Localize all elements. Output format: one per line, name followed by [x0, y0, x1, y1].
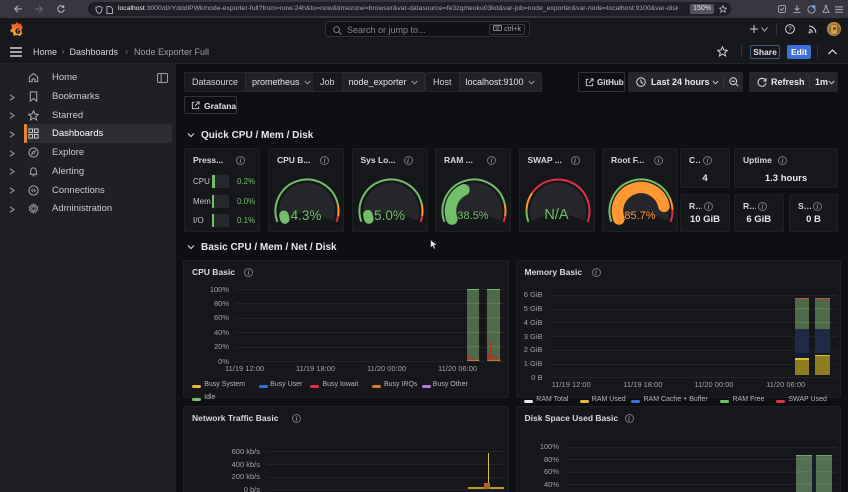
svg-text:?: ?: [788, 27, 792, 33]
